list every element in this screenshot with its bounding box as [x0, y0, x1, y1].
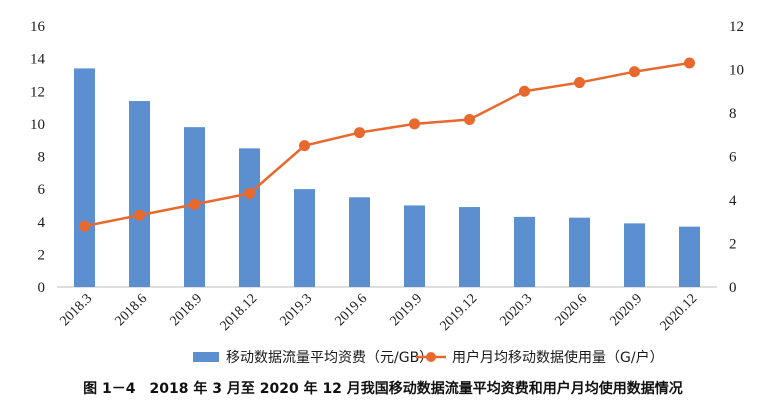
y-left-tick-label: 2	[38, 247, 46, 263]
x-tick-label: 2018.9	[167, 291, 205, 329]
x-tick-label: 2020.3	[497, 291, 535, 329]
x-tick-label: 2018.3	[57, 291, 95, 329]
y-right-tick-label: 4	[729, 193, 737, 209]
line-point	[684, 57, 695, 69]
y-right-tick-label: 10	[729, 63, 744, 79]
bar	[349, 197, 370, 287]
line-point	[464, 114, 475, 126]
x-tick-label: 2019.3	[277, 291, 315, 329]
bar	[459, 207, 480, 287]
bar	[294, 189, 315, 287]
bar	[404, 205, 425, 287]
bar	[624, 223, 645, 287]
bar	[74, 68, 95, 287]
y-left-tick-label: 16	[30, 19, 46, 35]
figure-caption: 图 1－4 2018 年 3 月至 2020 年 12 月我国移动数据流量平均资…	[83, 381, 683, 397]
line-point	[574, 77, 585, 89]
x-tick-label: 2019.6	[332, 291, 370, 329]
line-series	[79, 57, 695, 232]
y-right-tick-label: 6	[729, 150, 737, 166]
bar	[514, 216, 535, 287]
line-point	[299, 140, 310, 152]
x-tick-label: 2019.9	[387, 291, 425, 329]
y-left-tick-label: 4	[38, 215, 46, 231]
x-tick-label: 2020.12	[658, 291, 701, 334]
y-left-tick-label: 12	[30, 84, 45, 100]
x-tick-label: 2018.6	[112, 291, 150, 329]
bar	[679, 226, 700, 287]
line-point	[354, 127, 365, 139]
legend-line-label: 用户月均移动数据使用量（G/户）	[452, 349, 664, 366]
legend-line-marker	[426, 352, 436, 362]
line-point	[409, 118, 420, 130]
y-left-tick-label: 10	[30, 117, 45, 133]
line-point	[244, 187, 255, 199]
x-tick-label: 2020.6	[552, 291, 590, 329]
bar	[569, 217, 590, 287]
x-tick-label: 2020.9	[607, 291, 645, 329]
line-point	[79, 220, 90, 232]
line-point	[629, 66, 640, 78]
x-tick-label: 2018.12	[218, 291, 261, 334]
legend-bar-swatch	[193, 352, 219, 362]
y-right-tick-label: 0	[729, 280, 737, 296]
legend: 移动数据流量平均资费（元/GB） 用户月均移动数据使用量（G/户）	[193, 349, 664, 366]
bar-series	[74, 68, 700, 287]
line-point	[519, 85, 530, 97]
y-left-tick-label: 0	[38, 280, 46, 296]
line-path	[84, 61, 690, 228]
bar	[129, 101, 150, 287]
legend-bar-label: 移动数据流量平均资费（元/GB）	[226, 350, 433, 366]
y-right-tick-label: 8	[729, 106, 737, 122]
line-point	[134, 209, 145, 221]
y-left-tick-label: 8	[38, 150, 46, 166]
line-point	[189, 198, 200, 210]
y-right-tick-label: 12	[729, 19, 744, 35]
y-right-tick-label: 2	[729, 237, 737, 253]
x-tick-label: 2019.12	[438, 291, 481, 334]
bar	[239, 148, 260, 287]
y-left-tick-label: 6	[38, 182, 46, 198]
y-left-tick-label: 14	[30, 52, 46, 68]
